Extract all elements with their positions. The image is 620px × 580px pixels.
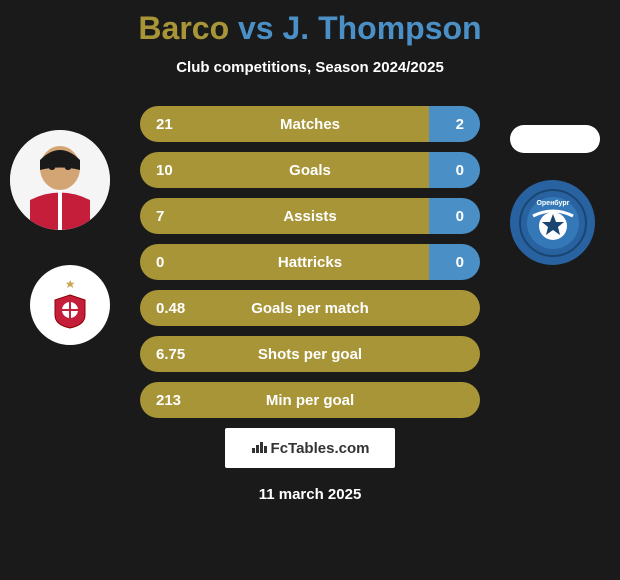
stat-right-value: 0 xyxy=(414,254,464,271)
team-logo-left xyxy=(30,265,110,345)
stat-left-value: 7 xyxy=(156,208,206,225)
stats-container: 21 Matches 2 10 Goals 0 7 Assists 0 0 Ha… xyxy=(140,106,480,418)
stat-left-value: 0 xyxy=(156,254,206,271)
stat-row-goals-per-match: 0.48 Goals per match xyxy=(140,290,480,326)
stat-right-value: 0 xyxy=(414,162,464,179)
stat-row-hattricks: 0 Hattricks 0 xyxy=(140,244,480,280)
comparison-title: Barco vs J. Thompson xyxy=(0,0,620,47)
footer-logo-text: FcTables.com xyxy=(271,440,370,457)
team-logo-right: Оренбург xyxy=(510,180,595,265)
stat-row-shots-per-goal: 6.75 Shots per goal xyxy=(140,336,480,372)
stat-label: Matches xyxy=(206,116,414,133)
footer-logo: FcTables.com xyxy=(225,428,395,468)
stat-row-matches: 21 Matches 2 xyxy=(140,106,480,142)
stat-left-value: 6.75 xyxy=(156,346,206,363)
svg-text:Оренбург: Оренбург xyxy=(536,199,569,207)
vs-text: vs xyxy=(238,10,274,46)
stat-label: Shots per goal xyxy=(206,346,414,363)
stat-label: Hattricks xyxy=(206,254,414,271)
stat-right-value: 0 xyxy=(414,208,464,225)
player2-name: J. Thompson xyxy=(282,10,481,46)
stat-label: Min per goal xyxy=(206,392,414,409)
date-text: 11 march 2025 xyxy=(0,486,620,503)
stat-label: Goals per match xyxy=(206,300,414,317)
stat-left-value: 213 xyxy=(156,392,206,409)
player1-avatar xyxy=(10,130,110,230)
stat-label: Goals xyxy=(206,162,414,179)
stat-row-assists: 7 Assists 0 xyxy=(140,198,480,234)
stat-label: Assists xyxy=(206,208,414,225)
player1-name: Barco xyxy=(138,10,229,46)
subtitle: Club competitions, Season 2024/2025 xyxy=(0,59,620,76)
chart-icon xyxy=(251,440,267,457)
stat-row-goals: 10 Goals 0 xyxy=(140,152,480,188)
player2-flag xyxy=(510,125,600,153)
stat-left-value: 21 xyxy=(156,116,206,133)
stat-left-value: 0.48 xyxy=(156,300,206,317)
stat-row-min-per-goal: 213 Min per goal xyxy=(140,382,480,418)
stat-left-value: 10 xyxy=(156,162,206,179)
stat-right-value: 2 xyxy=(414,116,464,133)
